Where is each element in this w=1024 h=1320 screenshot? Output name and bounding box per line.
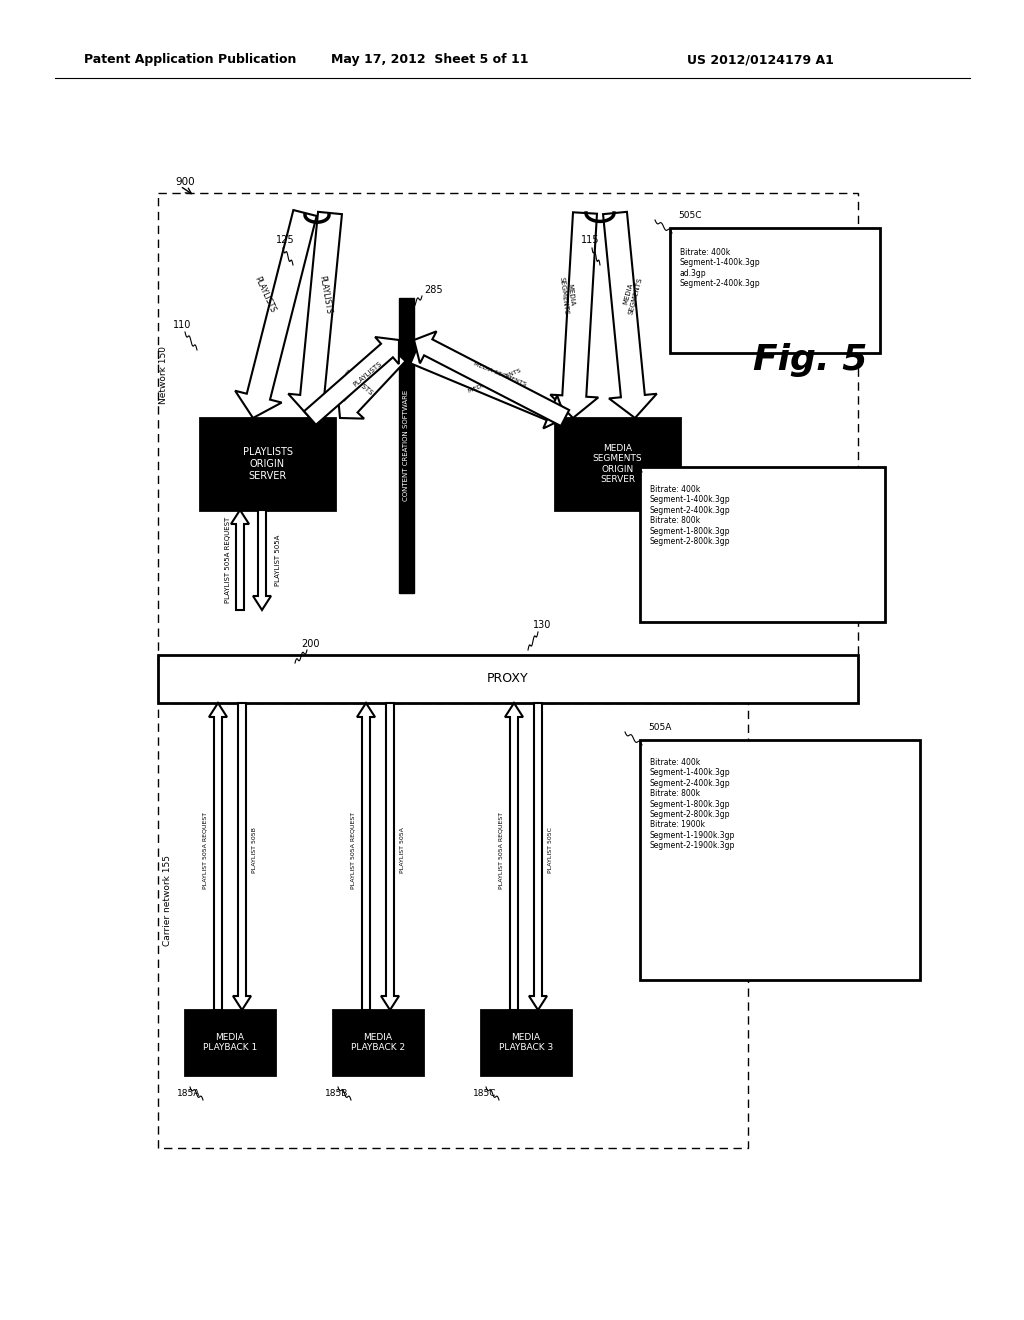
Text: PLAYLISTS: PLAYLISTS <box>317 275 333 315</box>
Text: MEDIA
PLAYBACK 2: MEDIA PLAYBACK 2 <box>351 1032 406 1052</box>
Text: 505A: 505A <box>648 723 672 733</box>
Bar <box>158 704 748 1148</box>
Text: Bitrate: 400k
Segment-1-400k.3gp
Segment-2-400k.3gp
Bitrate: 800k
Segment-1-800k: Bitrate: 400k Segment-1-400k.3gp Segment… <box>650 484 731 546</box>
Text: 125: 125 <box>275 235 294 246</box>
Text: 900: 900 <box>175 177 195 187</box>
Text: 185A: 185A <box>177 1089 201 1097</box>
Bar <box>555 418 680 510</box>
Polygon shape <box>288 211 342 418</box>
Text: 285: 285 <box>424 285 442 294</box>
Text: MEDIA
PLAYBACK 3: MEDIA PLAYBACK 3 <box>499 1032 553 1052</box>
Polygon shape <box>411 347 565 429</box>
Bar <box>640 741 920 979</box>
Text: PLAYLIST 505A REQUEST: PLAYLIST 505A REQUEST <box>225 517 231 603</box>
Text: Carrier network 155: Carrier network 155 <box>163 854 171 945</box>
Text: Network 150: Network 150 <box>160 346 169 404</box>
Text: PLAYLISTS: PLAYLISTS <box>352 360 384 388</box>
Text: MEDIA
SEGMENTS: MEDIA SEGMENTS <box>558 275 575 315</box>
Bar <box>481 1010 571 1074</box>
Polygon shape <box>209 704 227 1010</box>
Text: MEDIA
PLAYBACK 1: MEDIA PLAYBACK 1 <box>203 1032 257 1052</box>
Polygon shape <box>529 704 547 1010</box>
Text: PLAYLIST 505C: PLAYLIST 505C <box>549 828 554 873</box>
Bar <box>158 655 858 704</box>
Text: PLAYLIST 505A: PLAYLIST 505A <box>275 535 281 586</box>
Text: US 2012/0124179 A1: US 2012/0124179 A1 <box>686 54 834 66</box>
Text: MEDIA
SEGMENTS: MEDIA SEGMENTS <box>621 275 643 315</box>
Bar <box>333 1010 423 1074</box>
Text: MEDIA SEGMENTS: MEDIA SEGMENTS <box>468 368 522 393</box>
Text: PLAYLIST 505B: PLAYLIST 505B <box>253 828 257 873</box>
Text: PLAYLIST 505A: PLAYLIST 505A <box>400 828 406 873</box>
Text: CONTENT CREATION SOFTWARE: CONTENT CREATION SOFTWARE <box>403 389 410 502</box>
Bar <box>399 298 414 593</box>
Polygon shape <box>357 704 375 1010</box>
Text: PLAYLISTS: PLAYLISTS <box>342 370 374 397</box>
Text: 505B: 505B <box>648 450 672 459</box>
Text: May 17, 2012  Sheet 5 of 11: May 17, 2012 Sheet 5 of 11 <box>331 54 528 66</box>
Polygon shape <box>381 704 399 1010</box>
Polygon shape <box>505 704 523 1010</box>
Text: PLAYLIST 505A REQUEST: PLAYLIST 505A REQUEST <box>350 812 355 888</box>
Bar <box>200 418 335 510</box>
Polygon shape <box>253 510 271 610</box>
Text: PLAYLIST 505A REQUEST: PLAYLIST 505A REQUEST <box>499 812 504 888</box>
Text: 115: 115 <box>581 235 599 246</box>
Text: 130: 130 <box>532 620 551 630</box>
Polygon shape <box>414 331 569 426</box>
Polygon shape <box>550 213 598 418</box>
Text: MEDIA SEGMENTS: MEDIA SEGMENTS <box>473 362 527 387</box>
Text: Patent Application Publication: Patent Application Publication <box>84 54 296 66</box>
Polygon shape <box>233 704 251 1010</box>
Text: PLAYLISTS
ORIGIN
SERVER: PLAYLISTS ORIGIN SERVER <box>243 447 293 480</box>
Polygon shape <box>338 348 406 418</box>
Text: 185B: 185B <box>325 1089 348 1097</box>
Bar <box>640 467 885 622</box>
Polygon shape <box>231 510 249 610</box>
Text: Fig. 5: Fig. 5 <box>753 343 867 378</box>
Polygon shape <box>236 210 316 418</box>
Text: 110: 110 <box>173 319 191 330</box>
Bar <box>158 193 858 673</box>
Text: Bitrate: 400k
Segment-1-400k.3gp
ad.3gp
Segment-2-400k.3gp: Bitrate: 400k Segment-1-400k.3gp ad.3gp … <box>680 248 761 288</box>
Polygon shape <box>304 337 399 425</box>
Text: PLAYLIST 505A REQUEST: PLAYLIST 505A REQUEST <box>203 812 208 888</box>
Text: 185C: 185C <box>473 1089 497 1097</box>
Text: PROXY: PROXY <box>487 672 528 685</box>
Text: MEDIA
SEGMENTS
ORIGIN
SERVER: MEDIA SEGMENTS ORIGIN SERVER <box>593 444 642 484</box>
Text: 200: 200 <box>301 639 319 649</box>
Text: 505C: 505C <box>678 211 701 220</box>
Bar <box>185 1010 275 1074</box>
Polygon shape <box>603 211 656 418</box>
Text: Bitrate: 400k
Segment-1-400k.3gp
Segment-2-400k.3gp
Bitrate: 800k
Segment-1-800k: Bitrate: 400k Segment-1-400k.3gp Segment… <box>650 758 735 850</box>
Text: PLAYLISTS: PLAYLISTS <box>253 276 278 314</box>
Bar <box>670 228 880 352</box>
